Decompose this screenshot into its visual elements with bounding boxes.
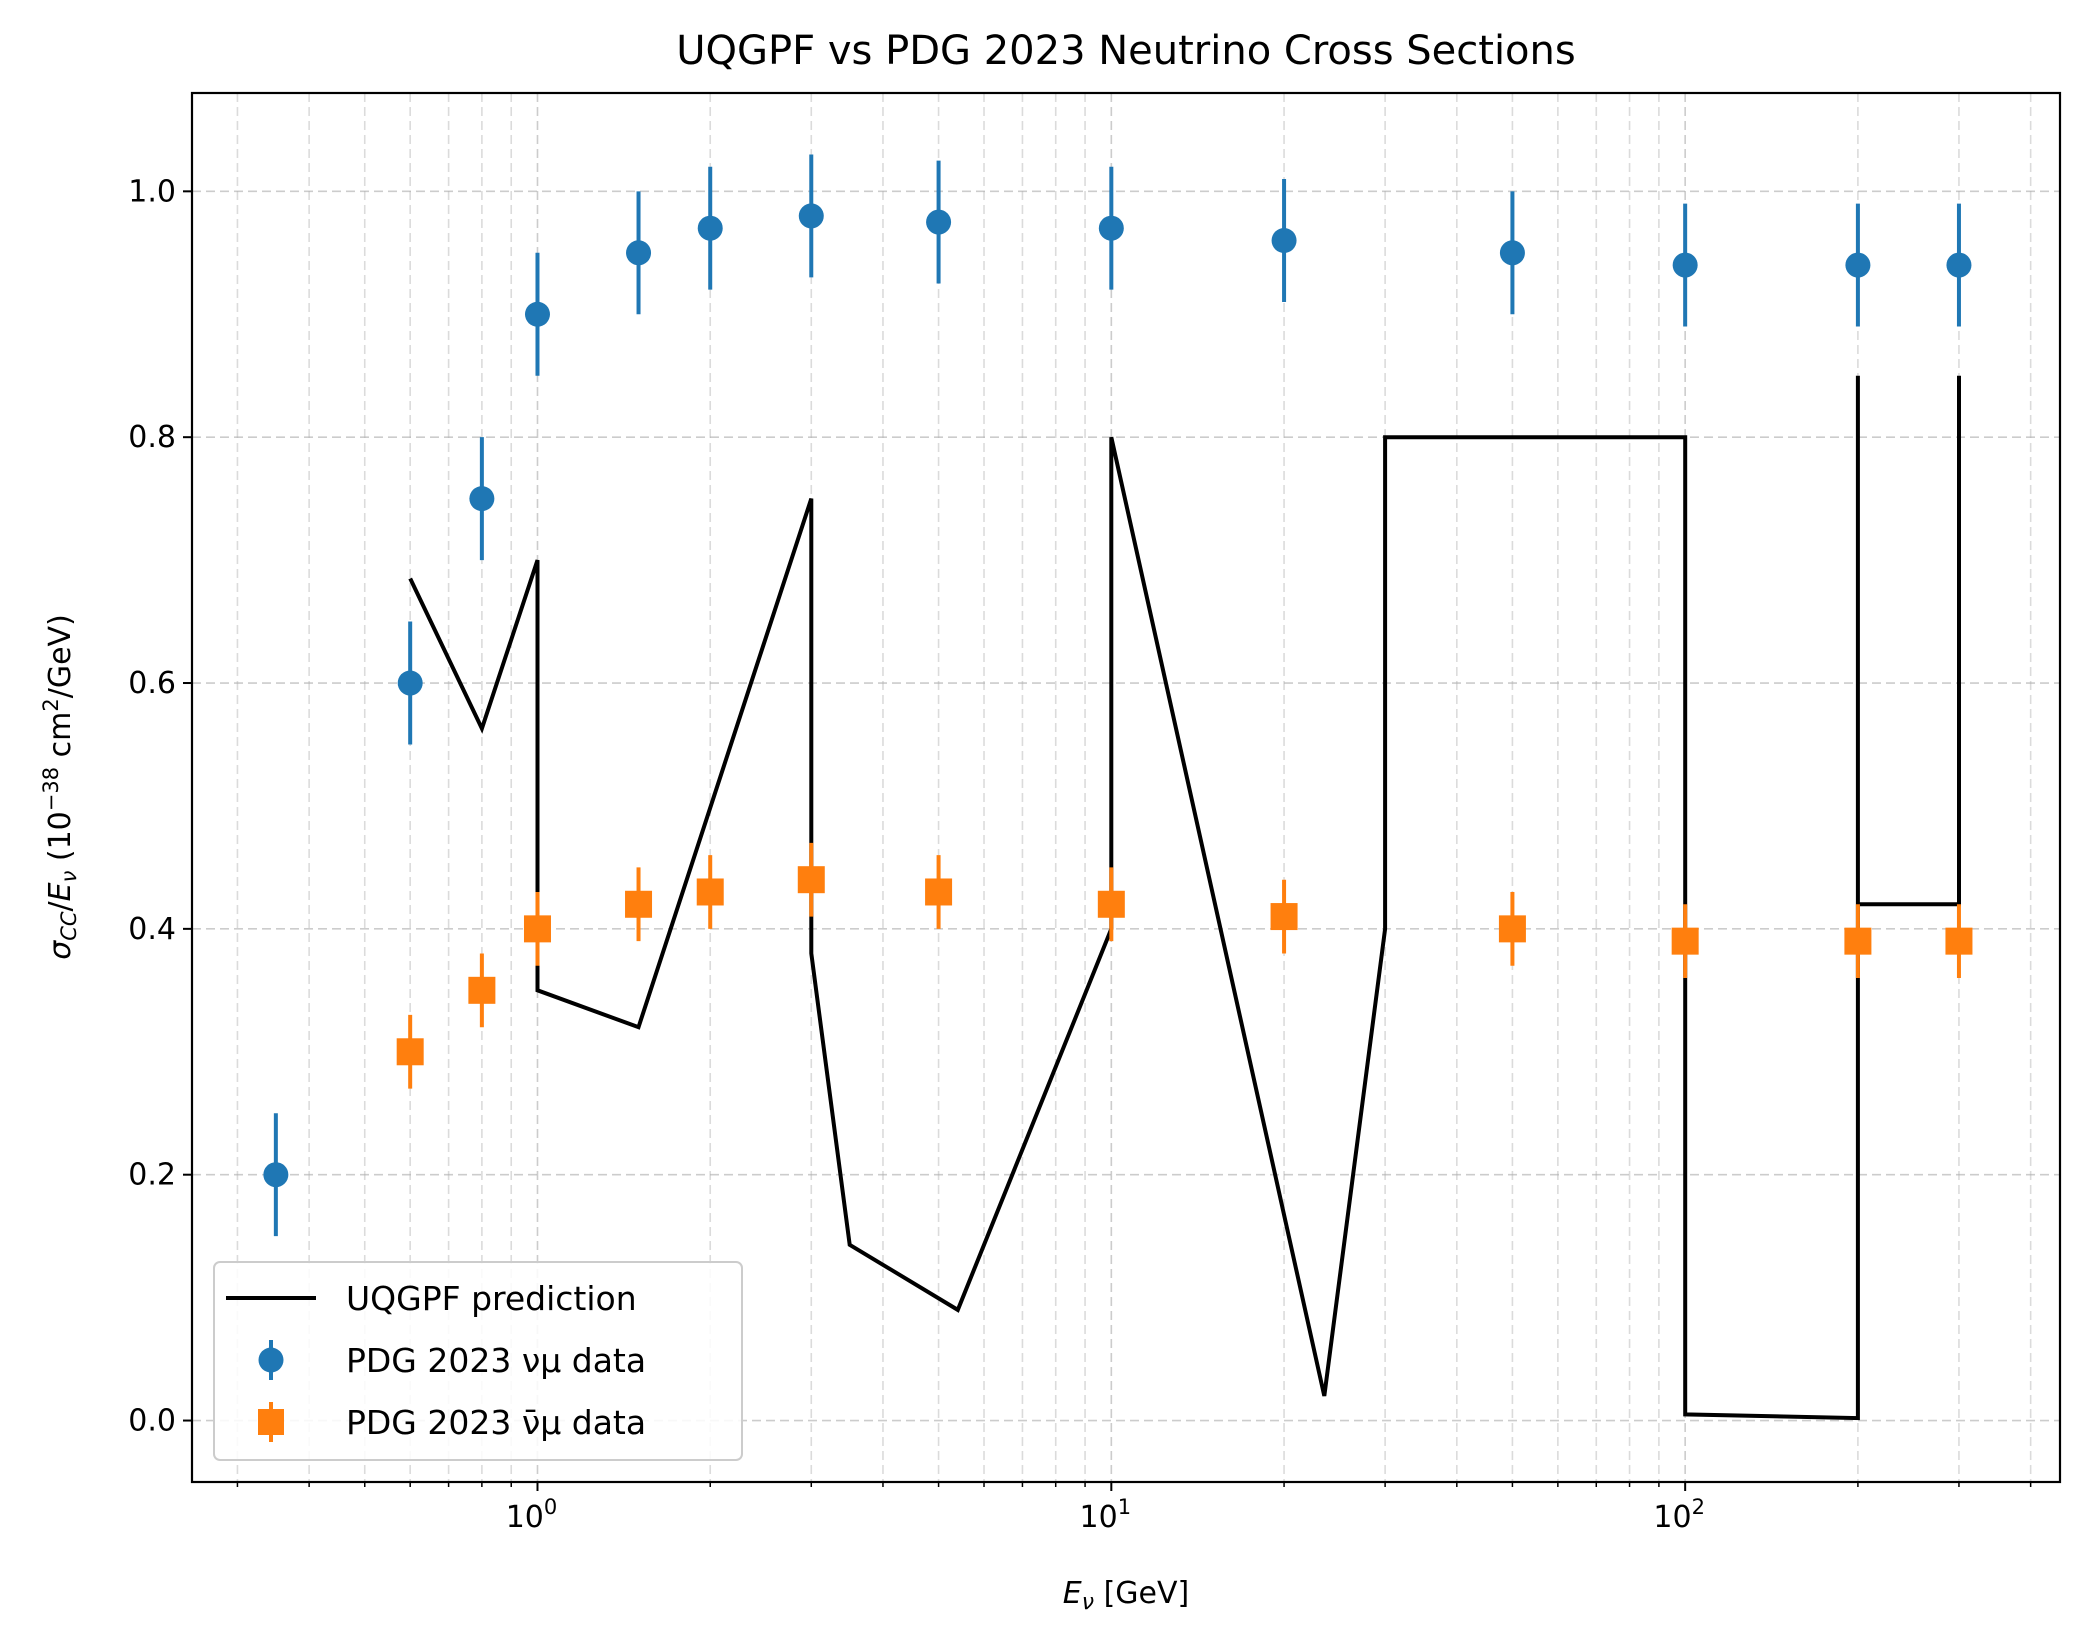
data-point-square bbox=[396, 1038, 424, 1066]
data-point-square bbox=[1945, 927, 1973, 955]
legend-label: PDG 2023 νμ data bbox=[346, 1341, 646, 1380]
x-tick-label-exponent: 1 bbox=[1118, 1495, 1131, 1519]
legend-box bbox=[213, 1261, 743, 1461]
x-axis-label-part: E bbox=[1063, 1576, 1082, 1611]
y-axis-label-part: / bbox=[43, 900, 78, 911]
y-tick-label: 0.0 bbox=[128, 1404, 176, 1439]
data-point-circle bbox=[1271, 228, 1297, 254]
plot-frame bbox=[190, 91, 2062, 1484]
data-point-circle bbox=[397, 670, 423, 696]
y-axis-label-part: −38 bbox=[39, 767, 63, 811]
data-point-square bbox=[925, 878, 953, 906]
legend-entries: UQGPF prediction PDG 2023 νμ data PDG 2023… bbox=[226, 1279, 646, 1442]
data-point-circle bbox=[1946, 252, 1972, 278]
y-axis-label-part: ν bbox=[57, 870, 81, 882]
data-point-circle bbox=[798, 203, 824, 229]
y-axis-label-part: CC bbox=[57, 911, 81, 941]
y-tick-label: 0.2 bbox=[128, 1158, 176, 1193]
y-axis-label-part: E bbox=[43, 882, 78, 901]
data-point-square bbox=[797, 866, 825, 894]
y-tick-label: 0.6 bbox=[128, 666, 176, 701]
y-axis-label-part: 2 bbox=[39, 698, 63, 711]
data-point-circle bbox=[626, 240, 652, 266]
series-2 bbox=[263, 154, 1972, 1237]
data-point-square bbox=[625, 890, 653, 918]
legend-label: UQGPF prediction bbox=[346, 1279, 637, 1318]
data-point-square bbox=[468, 976, 496, 1004]
y-tick-label: 0.8 bbox=[128, 420, 176, 455]
data-point-circle bbox=[697, 215, 723, 241]
x-axis-label-part: [GeV] bbox=[1094, 1576, 1189, 1611]
grid bbox=[192, 93, 2060, 1482]
y-axis-label-part: cm bbox=[43, 712, 78, 767]
data-point-circle bbox=[263, 1162, 289, 1188]
x-axis-label-part: ν bbox=[1082, 1590, 1094, 1615]
data-point-circle bbox=[1672, 252, 1698, 278]
data-point-circle bbox=[469, 486, 495, 512]
data-point-square bbox=[696, 878, 724, 906]
series-1 bbox=[408, 375, 1961, 1421]
legend-square-swatch bbox=[258, 1409, 284, 1435]
x-tick-label: 102 bbox=[1653, 1495, 1705, 1535]
y-axis-label-part: σ bbox=[43, 940, 78, 960]
data-point-square bbox=[1097, 890, 1125, 918]
series-3 bbox=[396, 842, 1973, 1089]
y-tick-label: 1.0 bbox=[128, 174, 176, 209]
y-axis-label: σCC/Eν (10−38 cm2/GeV) bbox=[39, 614, 81, 960]
x-tick-label: 101 bbox=[1080, 1495, 1132, 1535]
data-point-circle bbox=[1098, 215, 1124, 241]
y-axis-label-part: (10 bbox=[43, 811, 78, 870]
data-point-square bbox=[1498, 915, 1526, 943]
data-point-square bbox=[1270, 903, 1298, 931]
data-point-square bbox=[1844, 927, 1872, 955]
uqgpf-prediction-line bbox=[408, 375, 1961, 1421]
data-point-circle bbox=[1845, 252, 1871, 278]
data-point-circle bbox=[524, 301, 550, 327]
legend-circle-swatch bbox=[258, 1347, 284, 1373]
x-tick-label: 100 bbox=[506, 1495, 558, 1535]
x-tick-label-base: 10 bbox=[1080, 1500, 1118, 1535]
y-tick-label: 0.4 bbox=[128, 912, 176, 947]
data-point-square bbox=[1671, 927, 1699, 955]
x-tick-label-exponent: 2 bbox=[1692, 1495, 1705, 1519]
legend: UQGPF prediction PDG 2023 νμ data PDG 2023… bbox=[213, 1261, 743, 1461]
x-tick-label-base: 10 bbox=[506, 1500, 544, 1535]
x-axis-label: Eν [GeV] bbox=[1063, 1576, 1189, 1615]
x-tick-label-exponent: 0 bbox=[544, 1495, 557, 1519]
x-tick-label-base: 10 bbox=[1653, 1500, 1691, 1535]
data-point-square bbox=[523, 915, 551, 943]
data-point-circle bbox=[1499, 240, 1525, 266]
chart-title: UQGPF vs PDG 2023 Neutrino Cross Section… bbox=[676, 28, 1575, 74]
data-point-circle bbox=[926, 209, 952, 235]
legend-label: PDG 2023 ν̄μ data bbox=[346, 1403, 646, 1442]
plot-series bbox=[263, 154, 1973, 1421]
y-axis-label-part: /GeV) bbox=[43, 614, 78, 698]
